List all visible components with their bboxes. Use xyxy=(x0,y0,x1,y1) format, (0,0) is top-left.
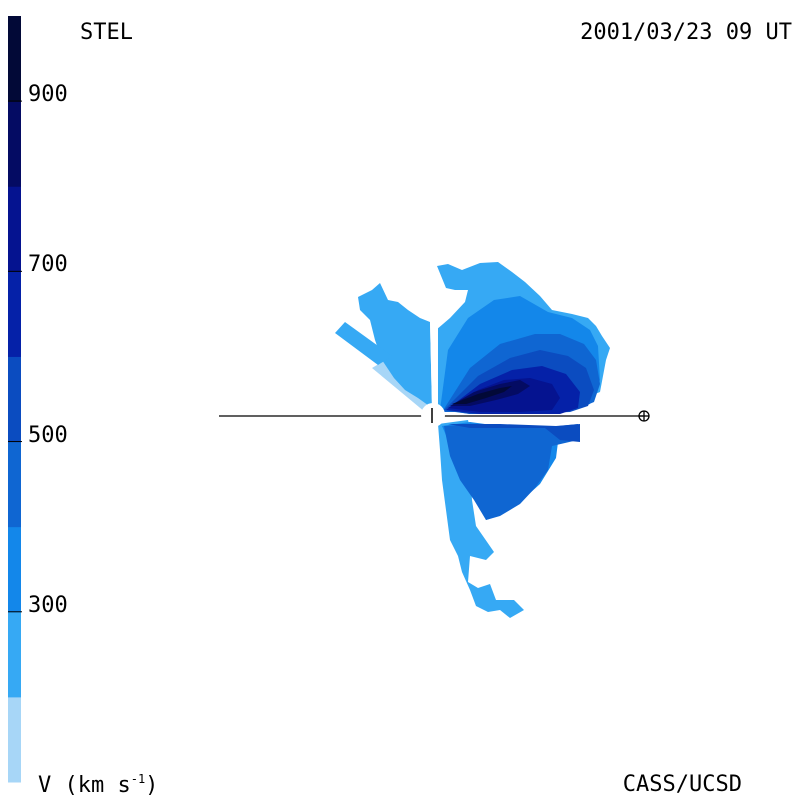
colorbar-tick-label-500: 500 xyxy=(28,422,68,448)
colorbar-axis-label: V (km s-1) xyxy=(38,772,158,798)
colorbar-bin-400-500 xyxy=(8,441,21,528)
field-region-v200-300-nw xyxy=(358,283,432,408)
colorbar-tick-label-300: 300 xyxy=(28,592,68,618)
field-gap xyxy=(430,318,438,408)
field-region-v500-600-s xyxy=(448,424,580,442)
field-region-v400-500-s xyxy=(444,424,578,520)
colorbar-bin-700-800 xyxy=(8,186,21,272)
colorbar-label-sup: -1 xyxy=(130,772,146,786)
earth-icon xyxy=(638,410,650,422)
date-time-title: 2001/03/23 09 UT xyxy=(580,20,792,45)
colorbar-bin-800-900 xyxy=(8,101,21,187)
velocity-field xyxy=(335,262,610,618)
instrument-title: STEL xyxy=(80,20,133,45)
colorbar-label-close: ) xyxy=(145,773,159,798)
credit-label: CASS/UCSD xyxy=(622,772,742,797)
colorbar-bin-200-300 xyxy=(8,611,21,698)
colorbar-bin-500-600 xyxy=(8,356,21,443)
sun-disk xyxy=(421,403,445,427)
colorbar-bin-900-1000 xyxy=(8,16,21,102)
colorbar-label-main: V (km s xyxy=(38,773,131,798)
field-region-v900-1000 xyxy=(452,386,512,404)
colorbar-bin-100-200 xyxy=(8,696,21,783)
colorbar-tick-label-700: 700 xyxy=(28,252,68,278)
field-region-v200-300-nw2 xyxy=(335,322,392,365)
colorbar-bin-600-700 xyxy=(8,271,21,357)
colorbar-bin-300-400 xyxy=(8,526,21,613)
colorbar-tick-label-900: 900 xyxy=(28,82,68,108)
